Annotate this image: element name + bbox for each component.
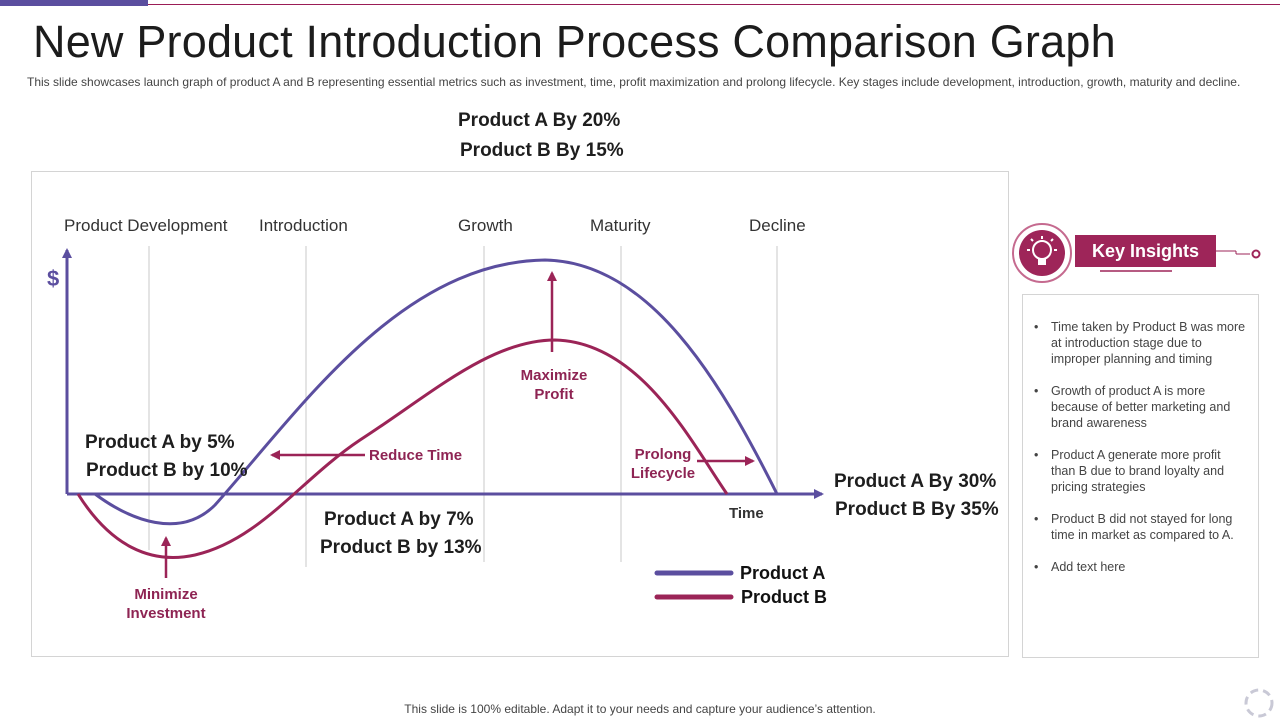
top-accent-bar: [0, 0, 148, 6]
insight-item[interactable]: Add text here: [1031, 559, 1246, 575]
prolong-lifecycle-line2: Lifecycle: [630, 465, 696, 482]
y-axis-label: $: [47, 266, 60, 291]
minimize-investment-label: Minimize Investment: [118, 585, 214, 623]
stage-label-decline: Decline: [749, 216, 806, 235]
insight-item: Growth of product A is more because of b…: [1031, 383, 1246, 431]
left-metric-line2: Product B by 10%: [86, 460, 248, 481]
page-subtitle: This slide showcases launch graph of pro…: [27, 75, 1241, 89]
middle-metric-line2: Product B by 13%: [320, 537, 482, 558]
key-insights-list: Time taken by Product B was more at intr…: [1031, 319, 1246, 575]
product-a-curve: [94, 258, 779, 526]
insight-item: Product A generate more profit than B du…: [1031, 447, 1246, 495]
legend-product-b: Product B: [741, 587, 828, 607]
reduce-time-label: Reduce Time: [369, 447, 463, 464]
lightbulb-gear-icon: [1019, 230, 1065, 276]
insight-item: Time taken by Product B was more at intr…: [1031, 319, 1246, 367]
product-b-curve: [76, 338, 729, 559]
x-axis-label: Time: [729, 505, 764, 522]
minimize-investment-line1: Minimize: [134, 586, 198, 603]
stage-label-maturity: Maturity: [590, 216, 651, 235]
middle-metric-line1: Product A by 7%: [324, 509, 474, 530]
minimize-investment-line2: Investment: [126, 605, 206, 622]
key-insights-icon-ring: [1012, 223, 1072, 283]
footer-note: This slide is 100% editable. Adapt it to…: [404, 702, 876, 716]
top-divider-line: [148, 4, 1280, 5]
prolong-lifecycle-line1: Prolong: [634, 446, 692, 463]
key-insights-panel: Time taken by Product B was more at intr…: [1022, 294, 1259, 658]
top-metric-line1: Product A By 20%: [458, 110, 621, 131]
insight-item: Product B did not stayed for long time i…: [1031, 511, 1246, 543]
key-insights-dot: [1251, 249, 1261, 259]
diagram-frame: [31, 171, 1009, 657]
right-metric-line1: Product A By 30%: [834, 471, 997, 492]
top-metric-line2: Product B By 15%: [460, 140, 624, 161]
left-metric-line1: Product A by 5%: [85, 432, 235, 453]
maximize-profit-line1: Maximize: [520, 367, 588, 384]
loading-spinner-icon: [1244, 688, 1274, 718]
prolong-lifecycle-label: Prolong Lifecycle: [624, 445, 702, 483]
legend-product-a: Product A: [740, 563, 826, 583]
stage-label-introduction: Introduction: [259, 216, 348, 235]
maximize-profit-label: Maximize Profit: [510, 366, 598, 404]
stage-label-development: Product Development: [64, 216, 228, 235]
stage-label-growth: Growth: [458, 216, 513, 235]
right-metric-line2: Product B By 35%: [835, 499, 999, 520]
page-title: New Product Introduction Process Compari…: [33, 16, 1116, 67]
maximize-profit-line2: Profit: [534, 386, 574, 403]
key-insights-header: Key Insights: [1075, 235, 1216, 267]
